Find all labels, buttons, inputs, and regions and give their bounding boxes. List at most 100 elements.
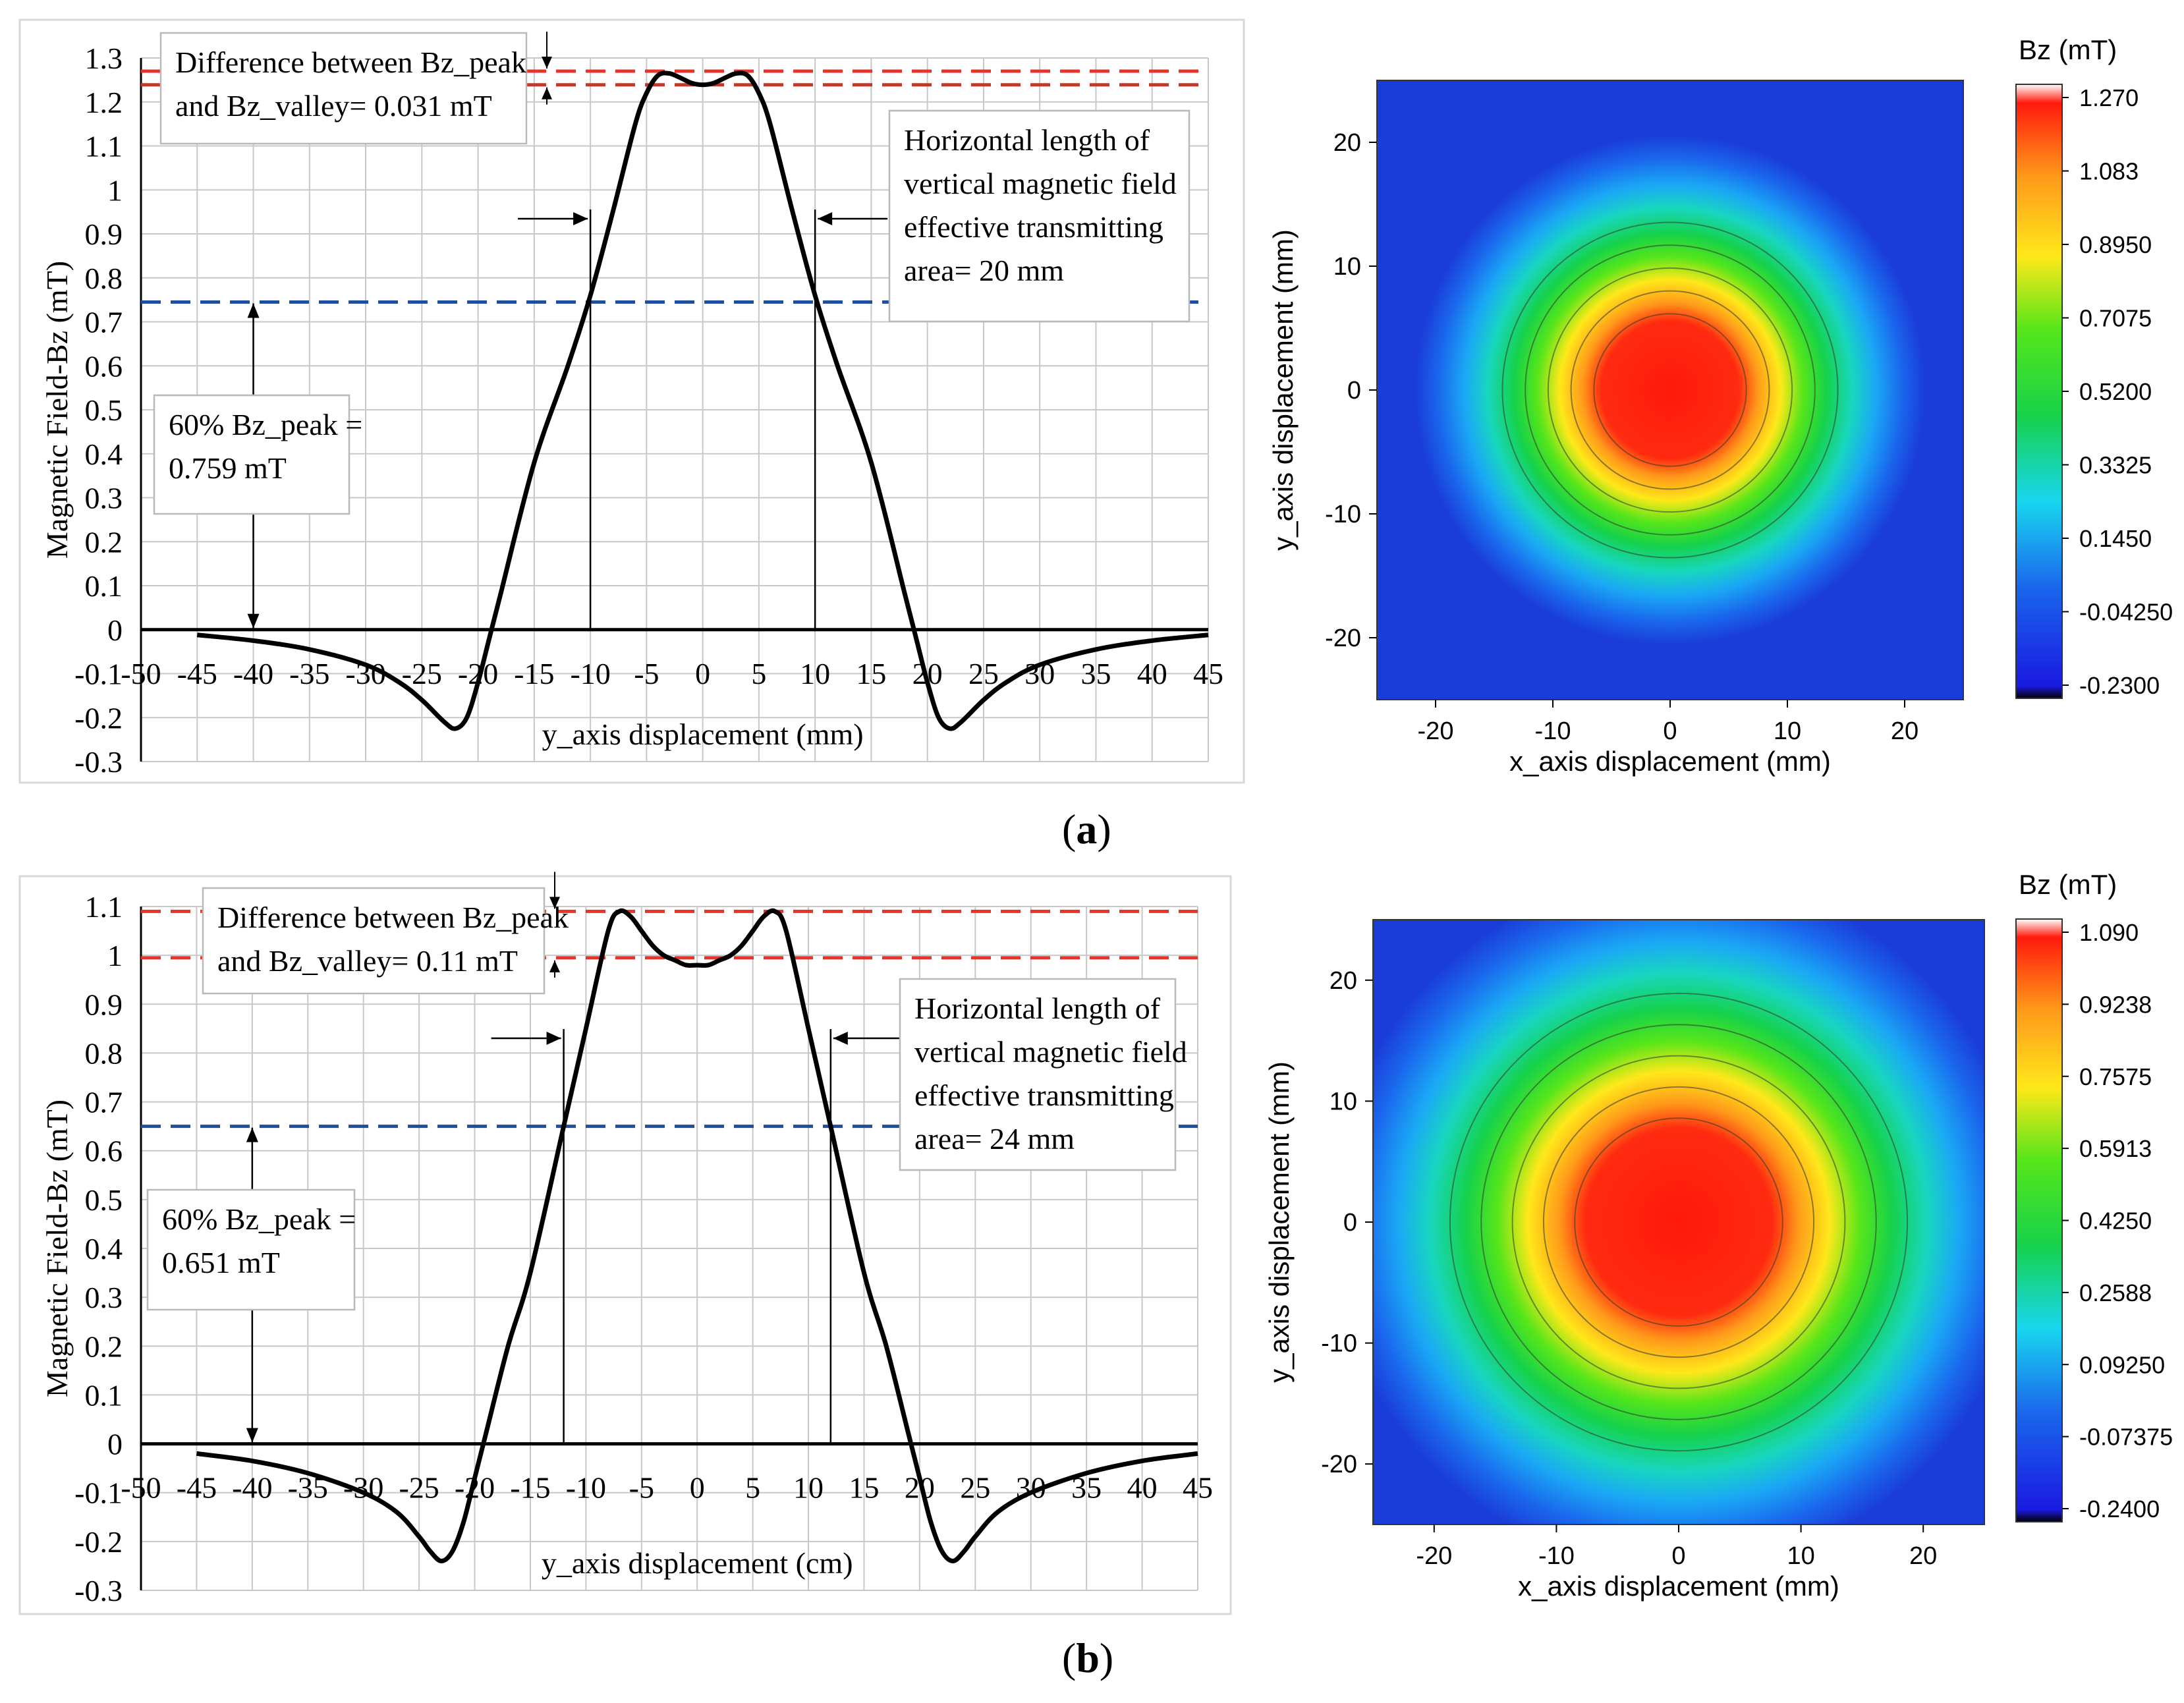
y-tick-label: 0.6 [85, 349, 123, 383]
difference-annotation-text: and Bz_valley= 0.031 mT [175, 89, 492, 123]
y-tick-label: -10 [1321, 1330, 1357, 1358]
sixty-percent-annotation-text: 0.759 mT [169, 451, 287, 485]
y-tick-label: 1.3 [85, 42, 123, 75]
heatmap-a: -20 -10 0 10 20 20 10 0 -10 -20 x_axis displacemen… [1268, 34, 2173, 777]
x-tick-label: -50 [121, 657, 161, 690]
y-tick-label: -10 [1325, 501, 1361, 528]
difference-arrowhead-bottom [542, 87, 552, 99]
x-tick-label: 35 [1080, 657, 1111, 690]
y-tick-label: 0 [107, 613, 123, 647]
colorbar-tick-label: 0.09250 [2079, 1351, 2165, 1378]
x-axis-label: y_axis displacement (mm) [542, 717, 864, 751]
colorbar-tick-label: -0.04250 [2079, 599, 2173, 626]
x-tick-label: 0 [1671, 1542, 1685, 1570]
sixty-percent-arrowhead-top [246, 1127, 258, 1142]
contour-line [1547, 267, 1793, 513]
length-annotation-text: Horizontal length of [914, 991, 1161, 1025]
y-tick-label: 0.2 [85, 1329, 123, 1363]
contour-line [1570, 290, 1770, 490]
length-annotation-text: area= 24 mm [914, 1122, 1075, 1156]
colorbar-tick-label: 0.5200 [2079, 378, 2152, 405]
y-axis-label: Magnetic Field-Bz (mT) [40, 1100, 74, 1397]
x-tick-label: -20 [1416, 1542, 1452, 1570]
y-tick-label: 1 [107, 173, 123, 207]
x-tick-label: 40 [1127, 1471, 1158, 1505]
y-axis-label: Magnetic Field-Bz (mT) [40, 261, 74, 559]
y-tick-label: -0.2 [74, 1525, 123, 1559]
length-annotation-text: effective transmitting [914, 1078, 1174, 1112]
y-tick-label: -0.1 [74, 1476, 123, 1510]
length-annotation-box [899, 978, 1177, 1171]
sixty-percent-annotation-text: 60% Bz_peak = [169, 408, 362, 441]
x-tick-label: 20 [1909, 1542, 1937, 1570]
colorbar-title: Bz (mT) [2019, 34, 2117, 65]
width-arrowhead-right [818, 212, 833, 225]
x-tick-label: 10 [1787, 1542, 1814, 1570]
y-tick-label: 10 [1330, 1088, 1357, 1115]
colorbar-tick-label: 0.7075 [2079, 305, 2152, 332]
contour-line [1480, 1024, 1877, 1420]
x-tick-label: 10 [793, 1471, 824, 1505]
x-tick-label: -5 [634, 657, 659, 690]
x-tick-label: 45 [1193, 657, 1223, 690]
x-tick-label: -10 [1538, 1542, 1575, 1570]
y-tick-label: -0.3 [74, 745, 123, 779]
sixty-percent-arrowhead-bottom [246, 1428, 258, 1443]
difference-annotation-text: Difference between Bz_peak [175, 45, 526, 79]
sixty-percent-annotation-text: 60% Bz_peak = [162, 1202, 356, 1236]
heatmap-b: -20 -10 0 10 20 20 10 0 -10 -20 x_axis displacemen… [1264, 869, 2173, 1602]
colorbar-tick-label: 0.5913 [2079, 1135, 2152, 1162]
line-chart-a: 1.3 1.2 1.1 1 0.9 0.8 0.7 0.6 0.5 0.4 0.3 0.2 0.1 0 -0… [18, 18, 1245, 784]
y-tick-label: 0.2 [85, 525, 123, 559]
heatmap-field [1377, 80, 1963, 700]
y-tick-label: 0.1 [85, 1378, 123, 1412]
sixty-percent-annotation-box [153, 394, 350, 515]
y-tick-label: -20 [1325, 625, 1361, 652]
x-axis-label: y_axis displacement (cm) [542, 1546, 853, 1580]
x-tick-label: 25 [960, 1471, 990, 1505]
contour-line [1525, 244, 1816, 536]
length-annotation-box [888, 109, 1190, 323]
colorbar-tick-label: 0.3325 [2079, 452, 2152, 479]
x-tick-label: 40 [1137, 657, 1167, 690]
sixty-percent-annotation-text: 0.651 mT [162, 1246, 280, 1279]
y-tick-label: 0.7 [85, 1086, 123, 1119]
sixty-percent-arrowhead-bottom [247, 613, 260, 628]
y-tick-label: -20 [1321, 1451, 1357, 1478]
difference-annotation-text: and Bz_valley= 0.11 mT [217, 944, 518, 978]
contour-line [1511, 1055, 1846, 1389]
colorbar [2015, 84, 2063, 699]
length-annotation-text: area= 20 mm [904, 254, 1064, 287]
contour-line [1593, 313, 1747, 467]
difference-arrowhead-top [542, 57, 552, 69]
length-annotation-text: effective transmitting [904, 210, 1163, 244]
x-tick-label: -15 [510, 1471, 550, 1505]
x-tick-label: -10 [570, 657, 610, 690]
x-tick-label: 15 [849, 1471, 879, 1505]
difference-annotation-box [159, 32, 528, 145]
y-tick-label: -0.2 [74, 701, 123, 735]
x-tick-label: -45 [177, 657, 217, 690]
contour-line [1449, 992, 1909, 1452]
y-tick-label: 1.1 [85, 130, 123, 163]
y-tick-label: 0.6 [85, 1134, 123, 1168]
x-axis-label: x_axis displacement (mm) [1518, 1571, 1839, 1602]
x-axis-label: x_axis displacement (mm) [1509, 746, 1831, 777]
x-tick-label: -25 [402, 657, 442, 690]
length-annotation: Horizontal length of vertical magnetic fi… [888, 109, 1190, 323]
colorbar-tick-label: 0.2588 [2079, 1279, 2152, 1306]
x-tick-label: -5 [629, 1471, 654, 1505]
x-tick-label: 0 [1663, 717, 1677, 745]
colorbar-tick-label: 0.4250 [2079, 1208, 2152, 1235]
panel-a-letter: a [1076, 806, 1098, 852]
colorbar-tick-label: 0.1450 [2079, 525, 2152, 552]
bz-curve [196, 908, 1198, 1564]
x-tick-label: -45 [177, 1471, 217, 1505]
width-arrowhead-left [546, 1032, 561, 1045]
y-tick-label: 1.2 [85, 86, 123, 119]
x-tick-label: -10 [566, 1471, 606, 1505]
